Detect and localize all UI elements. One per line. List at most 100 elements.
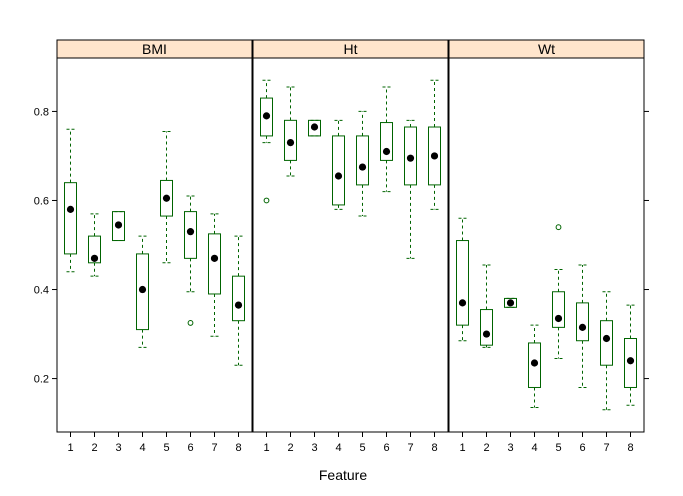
median-point	[210, 254, 219, 262]
x-tick-label: 1	[67, 442, 73, 454]
box-ht-3	[308, 119, 321, 137]
median-point	[114, 221, 123, 229]
x-axis-title: Feature	[319, 467, 367, 483]
x-tick-label: 1	[459, 442, 465, 454]
box-bmi-4	[136, 235, 149, 348]
median-point	[334, 172, 343, 180]
median-point	[458, 299, 467, 307]
outlier-point	[555, 224, 562, 231]
x-axis: 1 2 3 4 5 6 7 8 1 2 3 4 5 6 7 8 1 2 3 4 5 6 7 8	[67, 432, 634, 454]
x-tick-label: 5	[555, 442, 561, 454]
x-tick-label: 3	[115, 442, 121, 454]
x-tick-label: 4	[531, 442, 537, 454]
x-tick-label: 7	[211, 442, 217, 454]
median-point	[286, 138, 295, 147]
panel-frame	[448, 57, 645, 433]
box-body	[356, 135, 369, 186]
y-tick-label: 0.6	[34, 195, 49, 207]
box-body	[480, 309, 493, 346]
median-point	[506, 299, 515, 307]
x-tick-label: 6	[187, 442, 193, 454]
box-ht-7	[404, 119, 417, 259]
box-body	[600, 320, 613, 366]
box-wt-5	[552, 224, 565, 360]
box-bmi-5	[160, 130, 173, 264]
median-point	[530, 359, 539, 367]
box-body	[208, 233, 221, 295]
box-wt-3	[504, 297, 517, 308]
box-body	[308, 119, 321, 137]
panel-frame	[252, 57, 449, 433]
median-point	[90, 254, 99, 262]
outlier-point	[263, 197, 270, 204]
panel-wt	[448, 57, 645, 433]
panel-ht	[252, 57, 449, 433]
median-point	[430, 152, 439, 160]
median-point	[406, 154, 415, 162]
strip-label-ht: Ht	[344, 41, 358, 57]
box-body	[456, 240, 469, 326]
box-wt-4	[528, 324, 541, 409]
median-point	[66, 205, 75, 213]
box-body	[552, 291, 565, 328]
median-point	[554, 314, 563, 323]
y-axis-left: 0.2 0.4 0.6 0.8	[34, 106, 57, 386]
box-bmi-7	[208, 213, 221, 337]
box-body	[576, 302, 589, 342]
x-tick-label: 5	[359, 442, 365, 454]
box-wt-6	[576, 264, 589, 388]
box-body	[88, 235, 101, 264]
box-body	[428, 126, 441, 186]
x-tick-label: 3	[507, 442, 513, 454]
box-ht-8	[428, 79, 441, 210]
box-body	[404, 126, 417, 186]
box-body	[160, 179, 173, 217]
box-body	[184, 211, 197, 259]
box-body	[528, 342, 541, 388]
x-tick-label: 8	[431, 442, 437, 454]
panel-strips: BMI Ht Wt	[56, 39, 645, 59]
y-tick-label: 0.8	[34, 106, 49, 118]
box-body	[380, 122, 393, 161]
box-body	[64, 182, 77, 255]
panel-bmi	[56, 57, 253, 433]
x-tick-label: 5	[163, 442, 169, 454]
median-point	[626, 357, 635, 365]
box-wt-7	[600, 291, 613, 411]
x-tick-label: 3	[311, 442, 317, 454]
median-point	[382, 147, 391, 156]
median-point	[262, 112, 271, 120]
box-body	[624, 338, 637, 388]
box-body	[332, 135, 345, 206]
box-ht-5	[356, 110, 369, 217]
box-bmi-3	[112, 211, 125, 242]
x-tick-label: 2	[483, 442, 489, 454]
panels	[56, 57, 645, 433]
box-body	[112, 211, 125, 242]
box-body	[260, 97, 273, 137]
strip-label-bmi: BMI	[142, 41, 167, 57]
median-point	[358, 163, 367, 171]
median-point	[234, 301, 243, 309]
strip-label-wt: Wt	[538, 41, 555, 57]
x-tick-label: 4	[139, 442, 145, 454]
box-body	[136, 253, 149, 331]
median-point	[482, 330, 491, 338]
x-tick-label: 2	[287, 442, 293, 454]
median-point	[186, 228, 195, 236]
median-point	[138, 285, 147, 294]
x-tick-label: 7	[407, 442, 413, 454]
box-bmi-1	[64, 128, 77, 273]
box-body	[232, 275, 245, 322]
x-tick-label: 1	[263, 442, 269, 454]
x-tick-label: 6	[383, 442, 389, 454]
box-ht-1	[260, 79, 273, 204]
box-ht-6	[380, 86, 393, 193]
median-point	[578, 323, 587, 331]
box-body	[504, 297, 517, 308]
box-ht-2	[284, 86, 297, 177]
median-point	[602, 334, 611, 343]
x-tick-label: 6	[579, 442, 585, 454]
median-point	[162, 194, 171, 202]
